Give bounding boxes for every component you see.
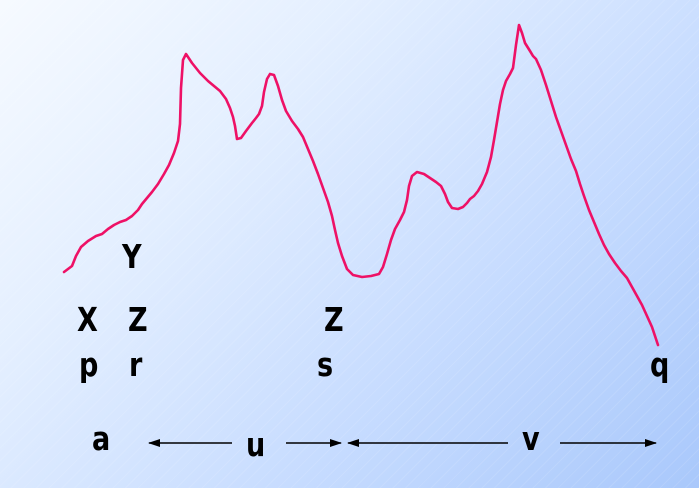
label-p: p bbox=[79, 345, 99, 384]
label-y: Y bbox=[122, 237, 142, 276]
label-a: a bbox=[92, 419, 111, 458]
label-q: q bbox=[650, 345, 670, 384]
label-r: r bbox=[129, 345, 143, 384]
label-v: v bbox=[522, 419, 540, 458]
label-s: s bbox=[317, 345, 334, 384]
label-z-middle: Z bbox=[324, 300, 344, 339]
label-x: X bbox=[77, 300, 98, 339]
label-u: u bbox=[246, 425, 266, 464]
profile-curve bbox=[62, 23, 660, 347]
label-z-left: Z bbox=[128, 300, 148, 339]
